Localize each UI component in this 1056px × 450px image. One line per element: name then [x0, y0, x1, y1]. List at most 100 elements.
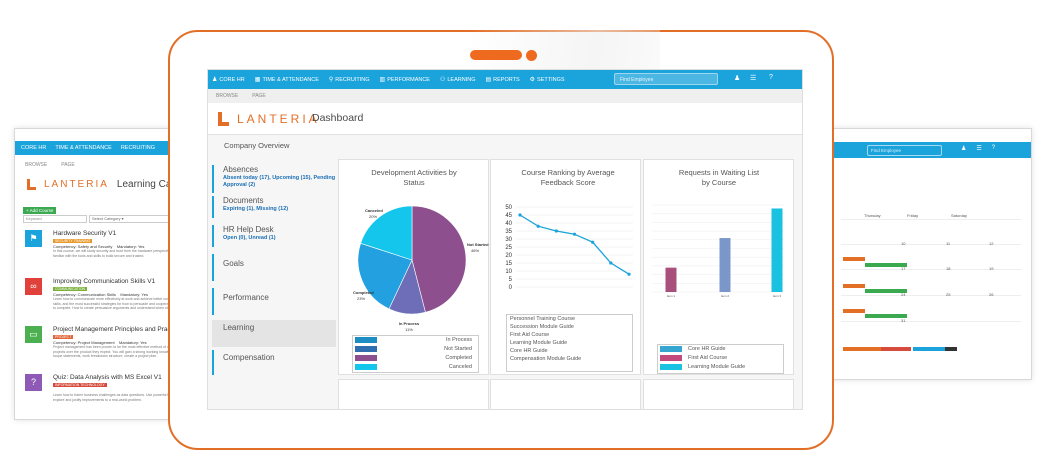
sidebar-item-performance[interactable]: Performance [212, 288, 336, 315]
line-point[interactable] [572, 232, 577, 236]
nav-settings[interactable]: ⚙ SETTINGS [529, 77, 565, 83]
calendar-event[interactable] [843, 284, 865, 288]
day-number[interactable]: 19 [989, 266, 994, 271]
bar-legend-item: Core HR Guide [658, 345, 783, 354]
day-number[interactable]: 12 [989, 241, 994, 246]
course-title[interactable]: Quiz: Data Analysis with MS Excel V1 [53, 374, 162, 381]
line-point[interactable] [536, 224, 540, 228]
logo[interactable]: LANTERIA [218, 112, 320, 126]
keyword-input[interactable]: Keyword [23, 215, 87, 223]
calendar-event[interactable] [843, 347, 881, 351]
line-point[interactable] [591, 240, 595, 244]
list-icon[interactable]: ☰ [976, 146, 982, 152]
course-item[interactable]: ? Quiz: Data Analysis with MS Excel V1 I… [25, 374, 180, 412]
line-chart-title: Course Ranking by Average Feedback Score [521, 168, 615, 187]
help-icon[interactable]: ? [991, 145, 996, 151]
crumb-page[interactable]: PAGE [252, 93, 266, 99]
course-title[interactable]: Project Management Principles and Practi… [53, 326, 181, 333]
crumb-browse[interactable]: BROWSE [216, 93, 239, 99]
calendar-event[interactable] [881, 347, 911, 351]
course-title[interactable]: Improving Communication Skills V1 [53, 278, 156, 285]
course-item[interactable]: ∞ Improving Communication Skills V1 COMM… [25, 278, 180, 316]
course-legend-item: Learning Module Guide [510, 340, 568, 346]
line-point[interactable] [627, 272, 631, 276]
day-number[interactable]: 26 [989, 292, 994, 297]
legend-swatch [355, 337, 377, 343]
calendar-event[interactable] [865, 289, 907, 293]
nav-learning[interactable]: ⚇ LEARNING [439, 77, 476, 83]
sidebar-item-hr-help-desk[interactable]: HR Help Desk Open (0), Unread (1) [212, 225, 336, 247]
weekday-friday: Friday [907, 213, 919, 218]
nav-performance[interactable]: ▥ PERFORMANCE [379, 77, 430, 83]
pie-legend: In Process Not Started Completed Cancele… [352, 335, 479, 373]
sidebar-item-compensation[interactable]: Compensation [212, 350, 336, 375]
sidebar-item-absences[interactable]: Absences Absent today (17), Upcoming (15… [212, 165, 336, 193]
help-icon[interactable]: ? [769, 74, 773, 81]
left-crumb-page[interactable]: PAGE [61, 162, 75, 168]
user-icon[interactable]: ♟ [734, 75, 741, 82]
day-number[interactable]: 17 [901, 266, 906, 271]
left-logo-text: LANTERIA [44, 179, 109, 190]
course-item[interactable]: ⚑ Hardware Security V1 SECURITY TRAINING… [25, 230, 180, 268]
left-crumb-browse[interactable]: BROWSE [25, 162, 48, 168]
calendar-event[interactable] [913, 347, 945, 351]
sidebar-item-documents[interactable]: Documents Expiring (1), Missing (12) [212, 196, 336, 218]
course-legend-item: Core HR Guide [510, 348, 548, 354]
left-nav-recruiting[interactable]: RECRUITING [120, 145, 156, 151]
line-point[interactable] [609, 261, 613, 265]
bar[interactable] [665, 267, 677, 292]
left-nav-time-attendance[interactable]: TIME & ATTENDANCE [55, 145, 112, 151]
line-point[interactable] [518, 213, 522, 217]
documents-detail[interactable]: Expiring (1), Missing (12) [223, 206, 289, 212]
day-number[interactable]: 25 [946, 292, 951, 297]
y-tick-label: 30 [505, 237, 512, 243]
legend-swatch [355, 355, 377, 361]
calendar-event[interactable] [843, 257, 865, 261]
course-meta: Competency: Safety and Security Mandator… [53, 244, 145, 249]
pie-slice[interactable] [411, 205, 467, 313]
day-number[interactable]: 31 [901, 318, 906, 323]
day-number[interactable]: 18 [946, 266, 951, 271]
add-course-button[interactable]: + Add Course [23, 207, 57, 214]
user-icon[interactable]: ♟ [961, 146, 967, 152]
pie-legend-item: In Process [353, 336, 478, 345]
pie-legend-item: Canceled [353, 363, 478, 372]
bar[interactable] [719, 238, 731, 292]
nav-recruiting[interactable]: ⚲ RECRUITING [328, 77, 370, 83]
day-number[interactable]: 11 [946, 241, 951, 246]
day-number[interactable]: 24 [901, 292, 906, 297]
calendar-line [841, 321, 1021, 322]
nav-time-attendance[interactable]: ▦ TIME & ATTENDANCE [254, 77, 319, 83]
left-nav-core-hr[interactable]: CORE HR [21, 145, 47, 151]
calendar-line [841, 219, 1021, 220]
y-tick-label: 35 [505, 229, 512, 235]
pie-slice[interactable] [357, 242, 413, 310]
line-point[interactable] [554, 229, 558, 233]
calendar-event[interactable] [843, 309, 865, 313]
employee-search-input[interactable]: Find Employee [614, 73, 718, 85]
nav-core-hr[interactable]: ♟ CORE HR [212, 77, 245, 83]
bar-legend: Core HR Guide First Aid Course Learning … [657, 344, 784, 374]
category-select[interactable]: Select Category ▾ [89, 215, 173, 223]
calendar-line [841, 269, 1021, 270]
course-title[interactable]: Hardware Security V1 [53, 230, 117, 237]
sidebar-item-learning[interactable]: Learning [212, 320, 336, 347]
help-desk-detail[interactable]: Open (0), Unread (1) [223, 235, 276, 241]
nav-reports[interactable]: ▤ REPORTS [485, 77, 520, 83]
calendar-event[interactable] [865, 263, 907, 267]
day-number[interactable]: 10 [901, 241, 906, 246]
list-icon[interactable]: ☰ [750, 75, 757, 82]
course-meta: Competency: Communication Skills Mandato… [53, 292, 148, 297]
right-employee-search[interactable]: Find Employee [867, 145, 942, 156]
right-top-nav: Find Employee ♟ ☰ ? [831, 142, 1031, 158]
top-nav: ♟ CORE HR ▦ TIME & ATTENDANCE ⚲ RECRUITING … [208, 70, 802, 89]
x-tick-label: item 3 [773, 294, 782, 298]
bar[interactable] [771, 208, 783, 292]
calendar-event[interactable] [945, 347, 957, 351]
absences-detail[interactable]: Absent today (17), Upcoming (15), Pendin… [223, 175, 336, 188]
pie-slice[interactable] [360, 205, 413, 261]
course-description: Project management has been proven to be… [53, 345, 181, 358]
course-item[interactable]: ▭ Project Management Principles and Prac… [25, 326, 181, 364]
sidebar-item-goals[interactable]: Goals [212, 254, 336, 281]
calendar-event[interactable] [865, 314, 907, 318]
